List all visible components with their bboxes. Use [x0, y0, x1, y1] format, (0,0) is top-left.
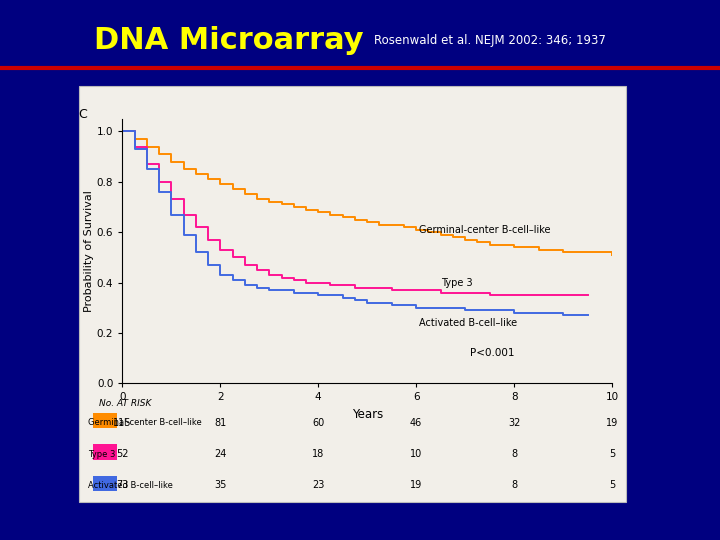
Text: C: C	[78, 108, 87, 121]
Text: 35: 35	[214, 481, 227, 490]
Text: 8: 8	[511, 481, 517, 490]
Bar	[93, 444, 117, 460]
Text: P<0.001: P<0.001	[470, 348, 515, 358]
Text: 5: 5	[609, 481, 615, 490]
Text: 8: 8	[511, 449, 517, 459]
X-axis label: Years: Years	[351, 408, 383, 421]
Y-axis label: Probability of Survival: Probability of Survival	[84, 190, 94, 312]
Text: 23: 23	[312, 481, 325, 490]
Text: Germinal-center B-cell–like: Germinal-center B-cell–like	[418, 225, 550, 235]
Text: 10: 10	[410, 449, 423, 459]
Text: Type 3: Type 3	[441, 278, 472, 288]
Text: 52: 52	[116, 449, 129, 459]
Text: No. AT RISK: No. AT RISK	[99, 399, 151, 408]
Text: 19: 19	[606, 418, 618, 428]
Text: Activated B-cell–like: Activated B-cell–like	[89, 481, 173, 490]
Text: 46: 46	[410, 418, 423, 428]
Bar	[93, 476, 117, 491]
Text: Germinal-center B-cell–like: Germinal-center B-cell–like	[89, 418, 202, 427]
Text: 73: 73	[116, 481, 129, 490]
Text: DNA Microarray: DNA Microarray	[94, 26, 363, 55]
Text: 19: 19	[410, 481, 423, 490]
Bar	[93, 413, 117, 428]
Text: 18: 18	[312, 449, 325, 459]
Text: Rosenwald et al. NEJM 2002: 346; 1937: Rosenwald et al. NEJM 2002: 346; 1937	[374, 34, 606, 47]
Text: 5: 5	[609, 449, 615, 459]
Text: 32: 32	[508, 418, 521, 428]
Text: 115: 115	[113, 418, 132, 428]
Text: 60: 60	[312, 418, 325, 428]
Text: Activated B-cell–like: Activated B-cell–like	[418, 318, 517, 328]
Text: 24: 24	[214, 449, 227, 459]
Text: 81: 81	[214, 418, 227, 428]
Text: Type 3: Type 3	[89, 450, 116, 458]
